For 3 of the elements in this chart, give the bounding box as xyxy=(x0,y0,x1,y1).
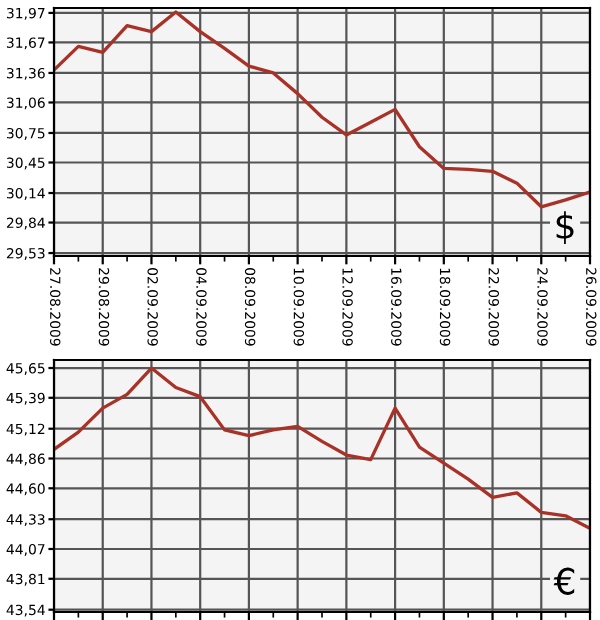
annotation: € xyxy=(553,567,575,595)
line-series xyxy=(54,366,590,531)
annotation: $ xyxy=(556,211,574,244)
